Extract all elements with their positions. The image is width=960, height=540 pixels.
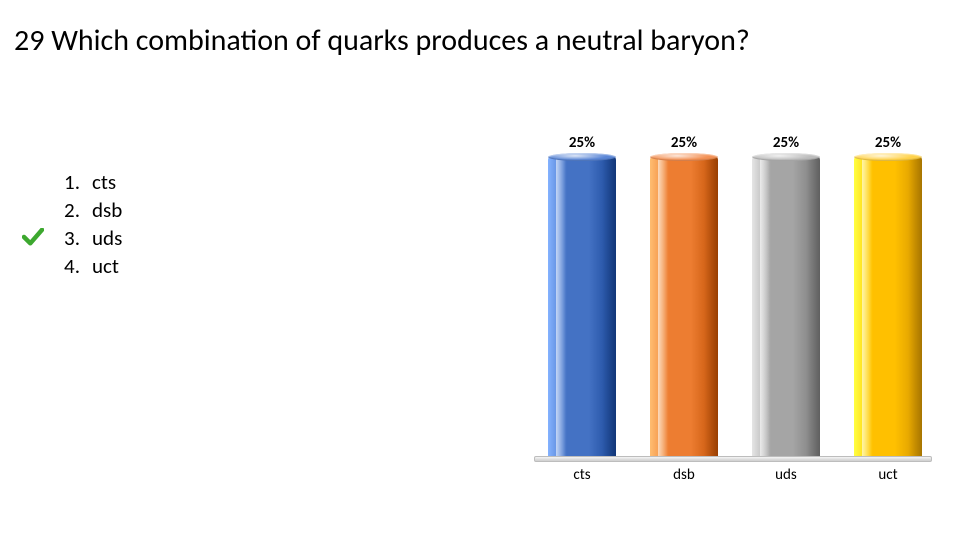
chart-bar-body	[650, 156, 718, 456]
x-axis-label: uds	[736, 466, 836, 484]
chart-plot-area: 25%25%25%25%	[528, 150, 938, 462]
answer-list: 1.cts2.dsb3.uds4.uct	[48, 168, 122, 280]
answer-option[interactable]: 1.cts	[48, 168, 122, 196]
question-title: 29 Which combination of quarks produces …	[14, 22, 750, 59]
chart-bar	[752, 156, 820, 456]
chart-bar-body	[752, 156, 820, 456]
bar-value-label: 25%	[548, 134, 616, 152]
answer-number: 3.	[48, 225, 80, 251]
bar-value-label: 25%	[752, 134, 820, 152]
answer-text: uct	[80, 253, 119, 279]
answer-option[interactable]: 3.uds	[48, 224, 122, 252]
x-axis-label: cts	[532, 466, 632, 484]
x-axis-label: dsb	[634, 466, 734, 484]
bar-value-label: 25%	[650, 134, 718, 152]
chart-bar	[854, 156, 922, 456]
answer-option[interactable]: 2.dsb	[48, 196, 122, 224]
chart-base-line	[534, 456, 932, 462]
answer-number: 2.	[48, 197, 80, 223]
chart-bar-body	[854, 156, 922, 456]
answer-text: dsb	[80, 197, 122, 223]
answer-option[interactable]: 4.uct	[48, 252, 122, 280]
response-bar-chart: 25%25%25%25% ctsdsbudsuct	[528, 126, 938, 498]
chart-bar-body	[548, 156, 616, 456]
answer-number: 1.	[48, 169, 80, 195]
answer-text: cts	[80, 169, 116, 195]
answer-text: uds	[80, 225, 122, 251]
slide: 29 Which combination of quarks produces …	[0, 0, 960, 540]
chart-bar	[548, 156, 616, 456]
x-axis-label: uct	[838, 466, 938, 484]
bar-value-label: 25%	[854, 134, 922, 152]
chart-bar	[650, 156, 718, 456]
answer-number: 4.	[48, 253, 80, 279]
correct-check-icon	[22, 228, 44, 246]
